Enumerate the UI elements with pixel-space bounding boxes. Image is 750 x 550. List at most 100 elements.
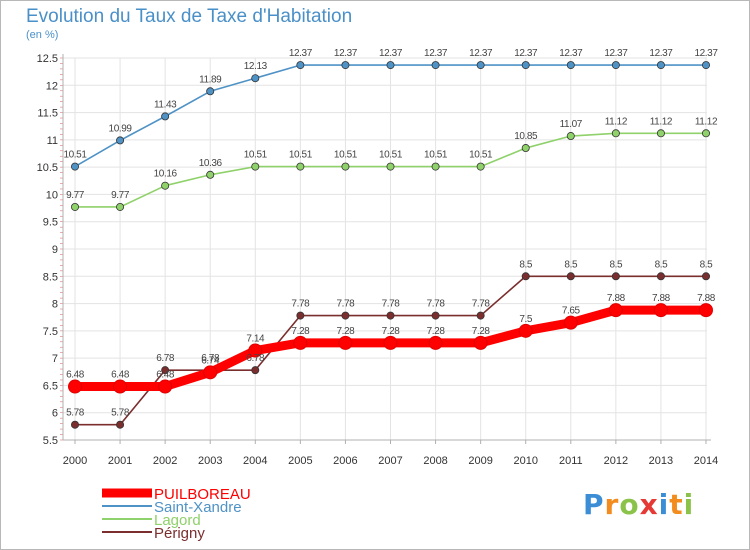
data-label: 7.65 [562,306,581,317]
data-point [341,61,350,70]
data-label: 7.28 [382,326,401,337]
x-tick-label: 2005 [288,455,312,467]
data-label: 8.5 [700,259,714,270]
data-label: 10.16 [154,169,178,180]
y-tick-label: 11 [47,135,58,147]
y-tick-label: 6.5 [43,380,58,392]
data-point [431,61,440,70]
data-label: 7.78 [382,299,401,310]
data-point [518,323,533,338]
x-tick-label: 2011 [559,455,583,467]
data-point [113,379,128,394]
data-point [203,365,218,380]
data-point [116,420,125,429]
logo-letter: t [669,488,684,521]
data-label: 7.78 [336,299,355,310]
data-point [383,335,398,350]
logo-letter: x [639,488,659,521]
x-tick-label: 2000 [63,455,87,467]
data-label: 7.28 [291,326,310,337]
data-label: 7.78 [472,299,491,310]
data-label: 6.78 [156,353,175,364]
data-point [702,61,711,70]
data-label: 7.88 [697,293,716,304]
data-label: 6.78 [201,353,220,364]
data-label: 11.07 [560,119,583,130]
data-point [431,311,440,320]
data-point [293,335,308,350]
data-point [608,303,623,318]
data-label: 12.37 [694,48,718,59]
data-label: 10.51 [379,150,403,161]
data-label: 12.13 [244,61,268,72]
x-tick-label: 2006 [333,455,357,467]
logo-letter: o [619,488,640,521]
data-point [71,202,80,211]
data-label: 12.37 [379,48,403,59]
data-point [702,272,711,281]
x-tick-label: 2007 [378,455,402,467]
data-label: 12.37 [514,48,538,59]
data-label: 11.43 [154,99,177,110]
data-point [702,129,711,138]
data-label: 7.88 [607,293,626,304]
logo-letter: P [583,488,605,521]
y-tick-label: 10 [46,189,58,201]
legend-label: Lagord [154,512,201,529]
data-label: 6.74 [201,355,220,366]
logo-letter: i [658,488,670,521]
data-point [653,303,668,318]
data-point [248,343,263,358]
y-tick-label: 9 [52,244,58,256]
data-point [206,87,215,96]
data-point [476,162,485,171]
data-label: 9.77 [111,190,130,201]
y-tick-label: 8 [52,299,58,311]
data-label: 10.51 [424,150,448,161]
data-point [521,144,530,153]
data-label: 12.37 [469,48,493,59]
data-point [386,311,395,320]
data-point [296,311,305,320]
y-tick-label: 11.5 [37,108,58,120]
data-label: 10.51 [289,150,313,161]
y-tick-label: 10.5 [37,162,58,174]
data-label: 12.37 [649,48,673,59]
data-label: 11.89 [199,74,222,85]
x-tick-label: 2012 [604,455,628,467]
data-label: 11.12 [650,116,673,127]
logo-letter: r [604,488,620,521]
x-tick-label: 2004 [243,455,267,467]
x-tick-label: 2003 [198,455,222,467]
data-point [71,162,80,171]
data-label: 7.28 [427,326,446,337]
data-point [296,61,305,70]
x-tick-label: 2008 [423,455,447,467]
data-label: 9.77 [66,190,85,201]
data-point [206,170,215,179]
data-point [476,61,485,70]
data-label: 12.37 [604,48,628,59]
y-tick-label: 12.5 [37,53,58,65]
data-label: 12.37 [289,48,313,59]
data-point [431,162,440,171]
y-axis-unit-label: (en %) [26,29,59,41]
y-tick-label: 6 [52,408,58,420]
legend-label: Périgny [154,525,205,542]
x-tick-label: 2001 [108,455,132,467]
data-label: 5.78 [66,408,85,419]
data-point [71,420,80,429]
data-point [341,311,350,320]
data-label: 8.5 [610,259,624,270]
x-tick-label: 2002 [153,455,177,467]
y-tick-label: 8.5 [43,271,58,283]
data-label: 7.5 [519,314,533,325]
y-tick-label: 12 [46,80,58,92]
data-label: 8.5 [655,259,669,270]
data-point [296,162,305,171]
logo-letter: i [683,488,695,521]
data-point [566,61,575,70]
data-label: 10.51 [469,150,493,161]
